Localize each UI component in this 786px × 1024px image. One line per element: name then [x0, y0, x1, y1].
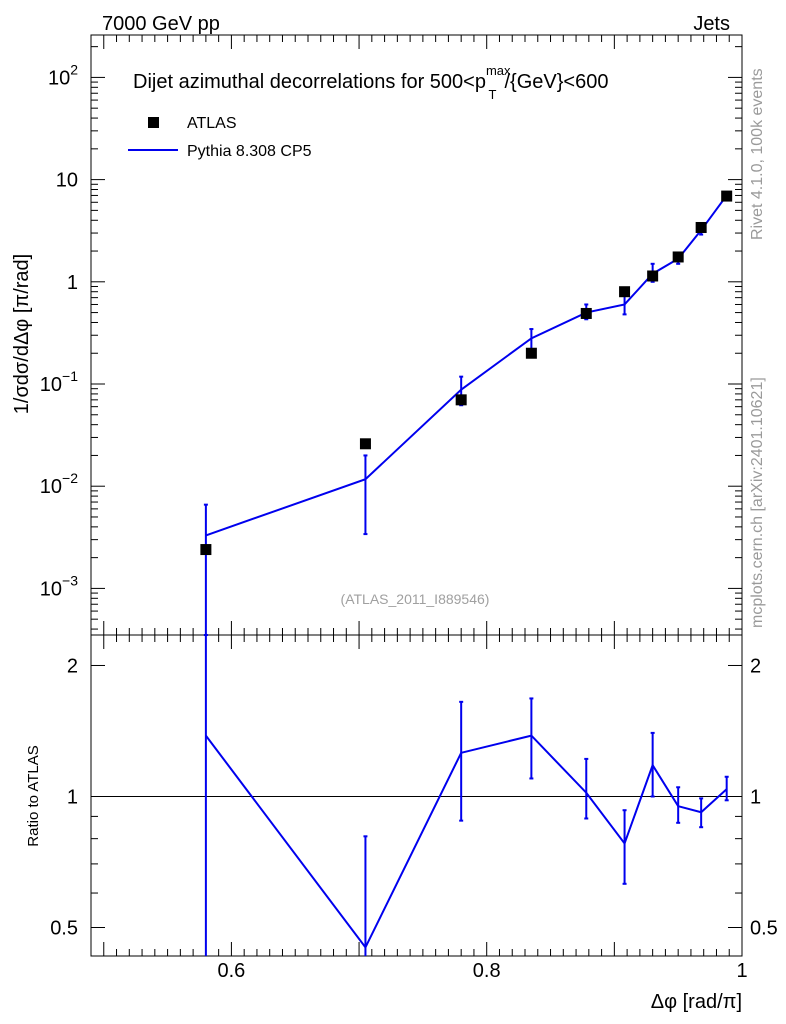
mcplots-label: mcplots.cern.ch [arXiv:2401.10621]: [749, 377, 766, 628]
atlas-data-point: [525, 347, 537, 359]
main-series-layer: [200, 190, 733, 636]
y-tick-label: 1: [67, 272, 78, 294]
y-tick-label: 10−1: [40, 368, 78, 396]
main-title: Dijet azimuthal decorrelations for 500<p…: [133, 63, 608, 102]
x-axis-title: Δφ [rad/π]: [651, 991, 742, 1013]
ratio-y-tick-label-left: 0.5: [50, 917, 78, 939]
main-y-axis-title: 1/σdσ/dΔφ [π/rad]: [11, 254, 33, 414]
analysis-watermark: (ATLAS_2011_I889546): [341, 591, 490, 607]
y-tick-label: 10−2: [40, 470, 78, 498]
ratio-panel-frame: [90, 634, 743, 957]
ratio-series-layer: [204, 635, 729, 956]
atlas-data-point: [619, 286, 631, 298]
ratio-axis-ticks: [91, 635, 743, 956]
x-tick-label: 0.8: [473, 960, 501, 982]
atlas-data-point: [695, 221, 707, 233]
y-tick-label: 10−3: [40, 572, 78, 600]
atlas-data-point: [647, 270, 659, 282]
x-tick-label: 0.6: [218, 960, 246, 982]
main-y-tick-labels: 10−3 10−2 10−1 1 10 102: [40, 61, 78, 600]
process-label: Jets: [693, 13, 730, 35]
ratio-tick-labels: 0.5 0.51 12 20.6 0.8 1: [50, 655, 778, 982]
y-tick-label: 10: [56, 170, 78, 192]
ratio-y-tick-label-right: 1: [750, 786, 761, 808]
y-tick-label: 102: [48, 61, 78, 89]
atlas-data-point: [200, 544, 212, 556]
atlas-data-point: [672, 251, 684, 263]
energy-label: 7000 GeV pp: [102, 13, 220, 35]
ratio-y-axis-title: Ratio to ATLAS: [25, 745, 42, 846]
atlas-data-point: [455, 394, 467, 406]
ratio-y-tick-label-right: 0.5: [750, 917, 778, 939]
atlas-data-point: [359, 438, 371, 450]
legend-atlas-marker: [148, 117, 159, 128]
ratio-y-tick-label-right: 2: [750, 655, 761, 677]
rivet-label: Rivet 4.1.0, 100k events: [749, 68, 766, 240]
ratio-y-tick-label-left: 1: [67, 786, 78, 808]
x-tick-label: 1: [736, 960, 747, 982]
atlas-data-point: [580, 307, 592, 319]
main-axis-ticks: [91, 35, 743, 635]
atlas-data-point: [721, 190, 733, 202]
pythia-line: [205, 194, 728, 537]
ratio-line: [205, 734, 728, 950]
ratio-y-tick-label-left: 2: [67, 655, 78, 677]
legend-atlas-label: ATLAS: [187, 115, 237, 132]
legend-pythia-label: Pythia 8.308 CP5: [187, 143, 312, 160]
